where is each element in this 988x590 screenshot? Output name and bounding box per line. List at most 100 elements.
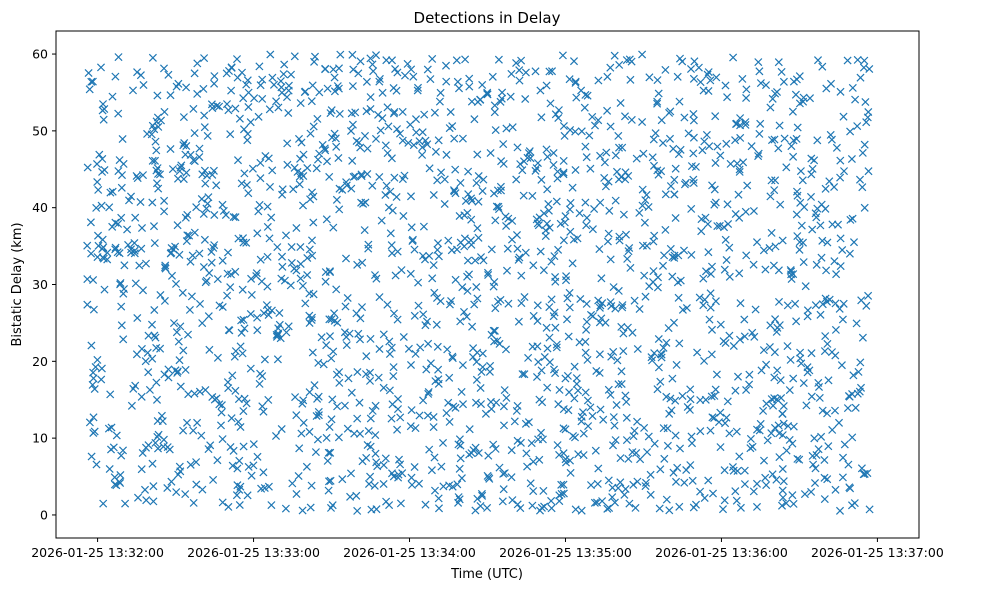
- data-point: [117, 321, 126, 330]
- data-point: [326, 448, 335, 457]
- data-point: [644, 202, 653, 212]
- data-point: [583, 355, 592, 364]
- data-point: [772, 87, 782, 97]
- data-point: [722, 413, 731, 422]
- data-point: [778, 493, 788, 502]
- data-point: [330, 316, 339, 325]
- data-point: [239, 407, 248, 416]
- data-point: [179, 141, 188, 150]
- data-point: [173, 221, 182, 230]
- data-point: [742, 93, 751, 103]
- data-point: [553, 174, 562, 183]
- data-point: [820, 473, 829, 482]
- data-point: [445, 417, 454, 426]
- data-point: [179, 346, 188, 355]
- data-point: [581, 198, 590, 207]
- data-point: [171, 366, 180, 375]
- data-point: [319, 360, 328, 369]
- data-point: [322, 215, 331, 224]
- data-point: [590, 498, 599, 507]
- data-point: [656, 465, 665, 474]
- data-point: [133, 174, 142, 183]
- data-point: [609, 413, 618, 422]
- data-point: [731, 209, 740, 219]
- data-point: [182, 418, 192, 427]
- data-point: [735, 335, 745, 344]
- data-point: [483, 268, 493, 277]
- x-tick-label: 2026-01-25 13:36:00: [655, 545, 788, 560]
- data-point: [305, 388, 314, 397]
- data-point: [365, 368, 375, 377]
- data-point: [233, 73, 242, 82]
- data-point: [290, 163, 299, 172]
- data-point: [85, 85, 94, 94]
- data-point: [169, 319, 179, 328]
- data-point: [323, 84, 332, 93]
- data-point: [387, 154, 396, 163]
- data-point: [85, 418, 94, 427]
- data-point: [562, 315, 572, 324]
- data-point: [686, 395, 695, 404]
- data-point: [192, 480, 201, 489]
- data-point: [736, 299, 745, 308]
- data-point: [435, 97, 444, 106]
- data-point: [497, 94, 506, 103]
- data-point: [357, 172, 366, 181]
- data-point: [144, 331, 153, 340]
- data-point: [821, 204, 830, 213]
- data-point: [303, 253, 312, 263]
- data-point: [689, 149, 698, 158]
- data-point: [117, 171, 127, 180]
- data-point: [333, 82, 342, 91]
- data-point: [514, 317, 523, 326]
- data-point: [352, 309, 361, 318]
- data-point: [300, 88, 309, 97]
- data-point: [321, 146, 330, 155]
- data-point: [770, 373, 779, 382]
- data-point: [253, 313, 262, 322]
- data-point: [690, 57, 699, 66]
- data-point: [100, 165, 109, 175]
- data-point: [770, 394, 779, 403]
- data-point: [590, 121, 600, 130]
- data-point: [534, 435, 543, 444]
- data-point: [117, 183, 126, 192]
- data-point: [708, 413, 717, 422]
- data-point: [114, 109, 123, 118]
- data-point: [700, 137, 709, 146]
- data-point: [665, 506, 674, 515]
- data-point: [407, 480, 417, 489]
- data-point: [247, 274, 256, 283]
- data-point: [239, 315, 248, 324]
- data-point: [434, 252, 443, 261]
- data-point: [476, 400, 486, 409]
- data-point: [612, 167, 622, 176]
- data-point: [668, 374, 677, 383]
- data-point: [615, 60, 624, 69]
- data-point: [136, 71, 145, 80]
- data-point: [518, 370, 527, 379]
- data-point: [127, 248, 136, 257]
- data-point: [158, 417, 167, 426]
- data-point: [604, 177, 613, 186]
- data-point: [749, 260, 758, 269]
- data-point: [431, 377, 440, 386]
- data-point: [576, 294, 585, 304]
- data-point: [547, 295, 556, 304]
- data-point: [791, 90, 800, 99]
- data-point: [604, 229, 613, 238]
- data-point: [315, 88, 324, 97]
- data-point: [541, 232, 550, 241]
- data-point: [287, 242, 296, 252]
- data-point: [533, 159, 542, 168]
- data-point: [707, 350, 716, 359]
- data-point: [762, 481, 771, 490]
- data-point: [453, 77, 462, 86]
- data-point: [729, 466, 738, 475]
- data-point: [564, 406, 573, 415]
- data-point: [600, 158, 609, 167]
- data-point: [130, 238, 139, 248]
- data-point: [568, 259, 577, 268]
- data-point: [461, 55, 470, 64]
- data-point: [571, 78, 580, 87]
